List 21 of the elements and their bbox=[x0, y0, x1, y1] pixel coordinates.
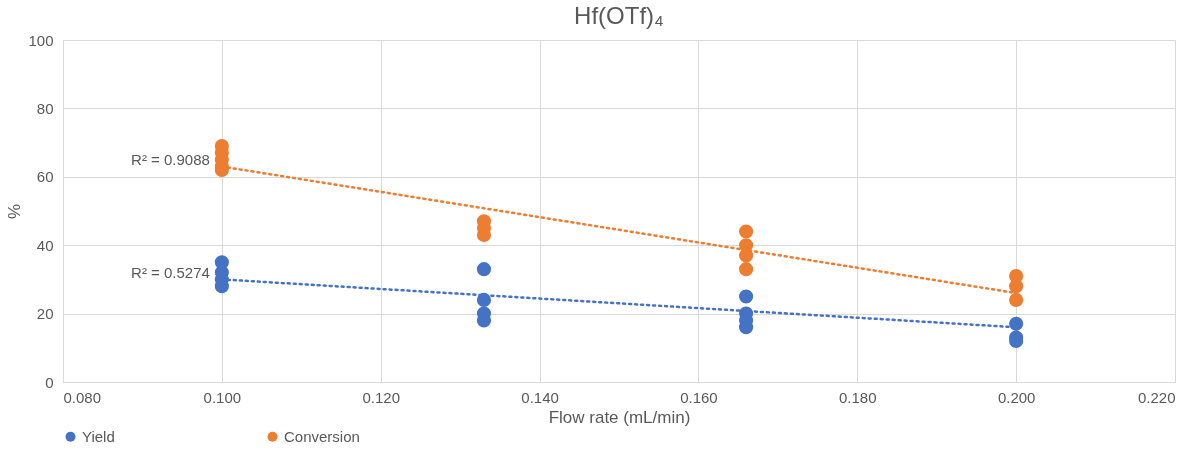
x-axis-title: Flow rate (mL/min) bbox=[548, 407, 691, 427]
x-tick-label: 0.140 bbox=[521, 388, 559, 406]
y-tick-label: 0 bbox=[45, 373, 54, 391]
x-tick-label: 0.080 bbox=[63, 388, 102, 406]
y-tick-label: 100 bbox=[28, 31, 54, 49]
y-tick-label: 40 bbox=[36, 236, 54, 254]
y-tick-label: 60 bbox=[36, 168, 54, 186]
legend-label: Yield bbox=[82, 427, 115, 445]
x-tick-label: 0.160 bbox=[680, 388, 718, 406]
x-tick-label: 0.100 bbox=[203, 388, 242, 406]
y-axis-title: % bbox=[5, 203, 25, 220]
x-tick-label: 0.180 bbox=[839, 388, 877, 406]
y-tick-label: 20 bbox=[36, 305, 54, 323]
x-tick-label: 0.120 bbox=[362, 388, 400, 406]
legend-label: Conversion bbox=[284, 427, 360, 445]
y-tick-label: 80 bbox=[36, 99, 54, 117]
annotation: R² = 0.5274 bbox=[131, 263, 210, 281]
annotation: R² = 0.9088 bbox=[131, 150, 210, 168]
chart-title: Hf(OTf)₄ bbox=[574, 2, 664, 29]
x-tick-label: 0.200 bbox=[997, 388, 1036, 406]
x-tick-label: 0.220 bbox=[1137, 388, 1176, 406]
